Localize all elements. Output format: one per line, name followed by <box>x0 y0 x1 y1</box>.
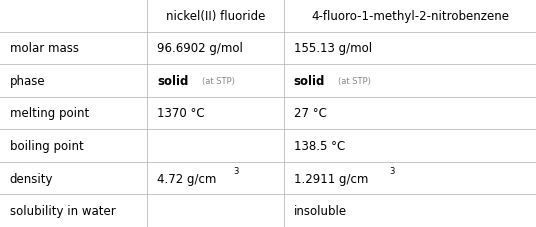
Text: insoluble: insoluble <box>294 204 347 217</box>
Text: phase: phase <box>10 75 45 88</box>
Text: 138.5 °C: 138.5 °C <box>294 139 345 152</box>
Text: melting point: melting point <box>10 107 89 120</box>
Text: 1.2911 g/cm: 1.2911 g/cm <box>294 172 368 185</box>
Text: boiling point: boiling point <box>10 139 84 152</box>
Text: solubility in water: solubility in water <box>10 204 115 217</box>
Text: 1370 °C: 1370 °C <box>157 107 205 120</box>
Text: 155.13 g/mol: 155.13 g/mol <box>294 42 372 55</box>
Text: (at STP): (at STP) <box>339 76 371 86</box>
Text: 3: 3 <box>390 167 395 176</box>
Text: density: density <box>10 172 53 185</box>
Text: 4-fluoro-1-methyl-2-nitrobenzene: 4-fluoro-1-methyl-2-nitrobenzene <box>311 10 509 23</box>
Text: solid: solid <box>294 75 325 88</box>
Text: 27 °C: 27 °C <box>294 107 326 120</box>
Text: 3: 3 <box>234 167 239 176</box>
Text: solid: solid <box>157 75 189 88</box>
Text: 96.6902 g/mol: 96.6902 g/mol <box>157 42 243 55</box>
Text: 4.72 g/cm: 4.72 g/cm <box>157 172 217 185</box>
Text: nickel(II) fluoride: nickel(II) fluoride <box>166 10 265 23</box>
Text: molar mass: molar mass <box>10 42 79 55</box>
Text: (at STP): (at STP) <box>202 76 235 86</box>
